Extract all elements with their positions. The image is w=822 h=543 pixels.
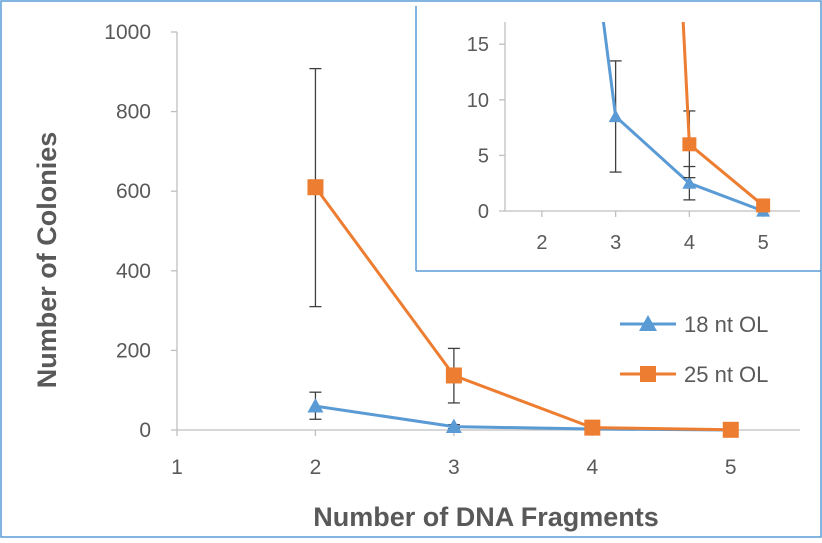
inset-x-tick-label: 4: [684, 232, 695, 254]
main-x-tick-label: 5: [725, 456, 737, 479]
main-series-25nt-point: [307, 179, 324, 196]
inset-y-tick-label: 15: [467, 34, 489, 56]
inset-x-tick-label: 3: [610, 232, 621, 254]
main-series-25nt-point: [445, 367, 462, 384]
inset-y-tick-label: 5: [478, 145, 489, 167]
inset-series-18nt-line: [601, 22, 764, 213]
main-y-tick-label: 200: [116, 339, 151, 362]
main-y-tick-label: 1000: [104, 21, 151, 44]
x-axis-title: Number of DNA Fragments: [313, 502, 659, 532]
main-series-18nt-point: [445, 418, 462, 434]
legend-label-25nt: 25 nt OL: [684, 362, 768, 387]
main-y-tick-label: 600: [116, 180, 151, 203]
inset-x-tick-label: 5: [758, 232, 769, 254]
inset-x-tick-label: 2: [536, 232, 547, 254]
legend-item-25nt: 25 nt OL: [620, 362, 768, 387]
main-x-tick-label: 4: [586, 456, 598, 479]
main-series-25nt-point: [722, 421, 739, 438]
inset-y-tick-label: 0: [478, 201, 489, 223]
inset-series-25nt-point: [682, 137, 697, 152]
main-data-area: [307, 67, 739, 438]
main-x-tick-label: 3: [448, 456, 460, 479]
main-y-tick-label: 800: [116, 101, 151, 124]
inset-background: [416, 6, 819, 271]
main-x-tick-label: 2: [310, 456, 322, 479]
legend: 18 nt OL 25 nt OL: [620, 312, 768, 387]
main-series-18nt-point: [307, 398, 324, 413]
inset-y-tick-label: 10: [467, 90, 489, 112]
main-series-25nt-line: [314, 186, 731, 432]
y-axis-title: Number of Colonies: [32, 132, 62, 389]
legend-item-18nt: 18 nt OL: [620, 312, 768, 337]
legend-marker-square: [640, 366, 656, 382]
legend-label-18nt: 18 nt OL: [684, 312, 768, 337]
main-y-tick-label: 400: [116, 260, 151, 283]
legend-marker-triangle: [639, 315, 657, 331]
inset-data-area: [601, 22, 771, 217]
main-y-tick-label: 0: [139, 419, 151, 442]
inset-series-25nt-point: [756, 198, 771, 213]
main-plot: 0 200 400 600 800 1000 1 2 3 4 5: [104, 21, 800, 479]
inset-series-18nt-point: [608, 109, 623, 123]
main-series-25nt-point: [584, 419, 601, 436]
inset-series-18nt-point: [682, 176, 697, 189]
main-x-tick-label: 1: [171, 456, 183, 479]
inset-plot: 0 5 10 15 2 3 4 5: [415, 6, 821, 272]
